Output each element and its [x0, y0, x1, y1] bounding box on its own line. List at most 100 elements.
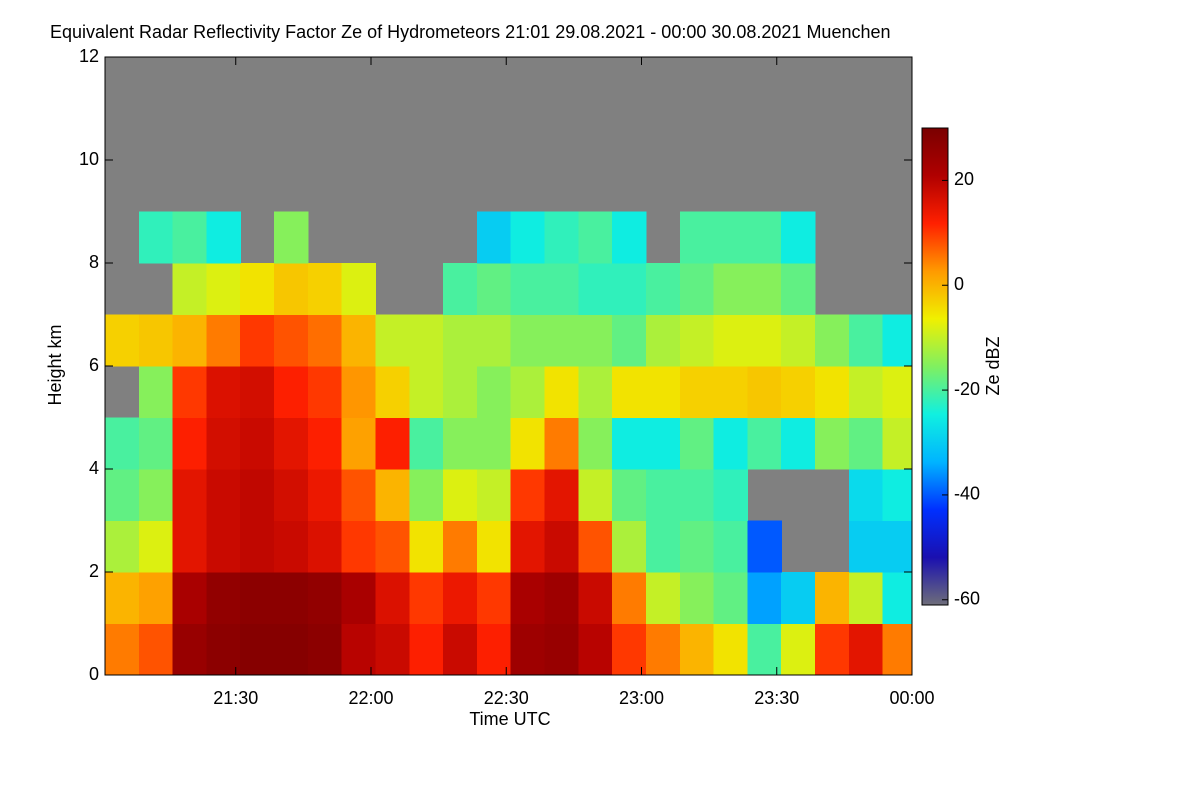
heatmap-cell	[578, 263, 613, 316]
heatmap-cell	[713, 314, 748, 367]
heatmap-cell	[747, 314, 782, 367]
heatmap-cell	[476, 263, 512, 316]
heatmap-cell	[815, 314, 850, 367]
heatmap-cell	[476, 366, 512, 419]
heatmap-cell	[510, 211, 546, 264]
heatmap-cell	[544, 623, 579, 676]
heatmap-cell	[105, 520, 140, 573]
heatmap-cell	[138, 211, 174, 264]
x-tick-label: 21:30	[213, 688, 258, 708]
heatmap-cell	[443, 623, 478, 676]
heatmap-cell	[307, 263, 343, 316]
heatmap-cell	[544, 314, 579, 367]
heatmap-cell	[882, 623, 913, 676]
heatmap-cell	[645, 263, 681, 316]
heatmap-cell	[848, 417, 884, 470]
heatmap-cell	[781, 211, 816, 264]
heatmap-cell	[578, 314, 613, 367]
heatmap-cell	[510, 366, 546, 419]
heatmap-cell	[172, 469, 207, 522]
heatmap-cell	[138, 314, 174, 367]
heatmap-cell	[747, 366, 782, 419]
heatmap-cell	[612, 263, 647, 316]
heatmap-cell	[206, 314, 241, 367]
heatmap-cell	[510, 417, 546, 470]
colorbar	[921, 127, 949, 606]
heatmap-cell	[544, 469, 579, 522]
heatmap-cell	[206, 520, 241, 573]
heatmap-cell	[409, 417, 444, 470]
heatmap-cell	[206, 211, 241, 264]
heatmap-cell	[882, 520, 913, 573]
heatmap-cell	[274, 211, 309, 264]
heatmap-cell	[781, 314, 816, 367]
heatmap-cell	[476, 469, 512, 522]
heatmap-cell	[138, 623, 174, 676]
heatmap-cell	[679, 623, 715, 676]
heatmap-cell	[206, 417, 241, 470]
heatmap-cell	[274, 520, 309, 573]
heatmap-cell	[240, 366, 275, 419]
heatmap-cell	[307, 417, 343, 470]
heatmap-cell	[341, 366, 377, 419]
heatmap-cell	[781, 623, 816, 676]
y-tick-label: 12	[79, 46, 99, 66]
heatmap-cell	[274, 469, 309, 522]
heatmap-cell	[307, 623, 343, 676]
heatmap-cell	[274, 417, 309, 470]
heatmap-cell	[612, 520, 647, 573]
heatmap-cell	[105, 623, 140, 676]
heatmap-cell	[510, 623, 546, 676]
y-tick-label: 4	[89, 458, 99, 478]
colorbar-tick-label: -20	[954, 379, 980, 399]
heatmap-cell	[240, 623, 275, 676]
y-tick-label: 8	[89, 252, 99, 272]
heatmap-cell	[882, 366, 913, 419]
heatmap-cell	[307, 520, 343, 573]
heatmap-cell	[848, 366, 884, 419]
heatmap-cell	[206, 366, 241, 419]
heatmap-cell	[443, 572, 478, 625]
heatmap-cell	[578, 366, 613, 419]
heatmap-cell	[612, 469, 647, 522]
heatmap-cell	[612, 366, 647, 419]
x-tick-label: 23:30	[754, 688, 799, 708]
heatmap-cell	[476, 520, 512, 573]
heatmap-cell	[848, 469, 884, 522]
heatmap-cell	[882, 314, 913, 367]
heatmap-cell	[713, 366, 748, 419]
heatmap-cell	[713, 211, 748, 264]
heatmap-cell	[240, 314, 275, 367]
heatmap-cell	[307, 366, 343, 419]
heatmap-cell	[713, 469, 748, 522]
heatmap-cell	[443, 314, 478, 367]
heatmap-cell	[815, 417, 850, 470]
x-tick-label: 22:00	[348, 688, 393, 708]
heatmap-cell	[375, 520, 410, 573]
heatmap-cell	[645, 469, 681, 522]
heatmap-cell	[679, 417, 715, 470]
x-axis-label: Time UTC	[469, 709, 550, 729]
heatmap-cell	[443, 469, 478, 522]
y-tick-label: 6	[89, 355, 99, 375]
heatmap-cell	[443, 263, 478, 316]
heatmap-cell	[544, 263, 579, 316]
heatmap-cell	[240, 469, 275, 522]
heatmap-cell	[882, 469, 913, 522]
heatmap-cell	[476, 211, 512, 264]
heatmap-cell	[747, 520, 782, 573]
chart-title: Equivalent Radar Reflectivity Factor Ze …	[50, 22, 891, 42]
x-tick-label: 23:00	[619, 688, 664, 708]
heatmap-cell	[713, 417, 748, 470]
colorbar-tick-label: 20	[954, 169, 974, 189]
heatmap-cell	[375, 572, 410, 625]
heatmap-cell	[206, 623, 241, 676]
heatmap-cell	[747, 417, 782, 470]
y-tick-label: 2	[89, 561, 99, 581]
heatmap-cell	[578, 520, 613, 573]
heatmap-cell	[341, 469, 377, 522]
heatmap-cell	[375, 623, 410, 676]
heatmap-cell	[307, 572, 343, 625]
heatmap-cell	[781, 263, 816, 316]
